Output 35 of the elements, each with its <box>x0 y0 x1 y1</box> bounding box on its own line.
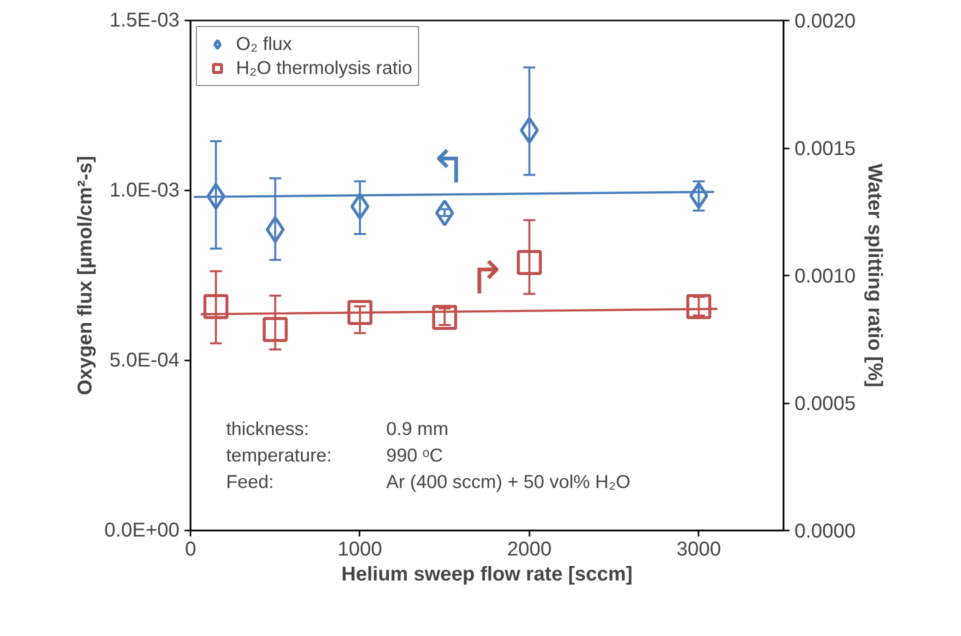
point <box>435 199 454 226</box>
y2-tick-label: 0.0020 <box>794 10 856 32</box>
point <box>520 116 539 144</box>
y-tick-label: 0.0E+00 <box>104 520 180 542</box>
y-tick-label: 5.0E-04 <box>109 350 180 372</box>
point <box>432 304 458 330</box>
point <box>689 182 708 210</box>
point <box>262 317 288 342</box>
y2-tick-label: 0.0000 <box>794 520 856 542</box>
y-tick-label: 1.5E-03 <box>109 10 180 32</box>
point <box>203 294 228 320</box>
legend-label: H₂O thermolysis ratio <box>236 57 412 79</box>
y-axis-title: Oxygen flux [µmol/cm²-s] <box>74 156 96 396</box>
y2-tick-label: 0.0010 <box>794 266 856 288</box>
point <box>266 216 285 244</box>
x-axis-title: Helium sweep flow rate [sccm] <box>341 564 633 586</box>
point <box>686 294 712 320</box>
y2-axis-title: Water splitting ratio [%] <box>864 164 886 388</box>
point <box>206 182 226 210</box>
text: temperature: 990 ᵒC <box>226 444 444 466</box>
text: Feed: Ar (400 sccm) + 50 vol% H₂O <box>226 471 630 492</box>
text: thickness: 0.9 mm <box>226 418 448 439</box>
annotation: ↱ <box>468 251 506 304</box>
y2-tick-label: 0.0015 <box>794 138 856 160</box>
legend-label: O₂ flux <box>236 33 292 55</box>
x-tick-label: 1000 <box>338 538 382 560</box>
x-tick-label: 2000 <box>507 538 552 560</box>
annotation: ↰ <box>429 140 468 194</box>
point <box>516 250 542 275</box>
point <box>347 300 372 325</box>
x-tick-label: 3000 <box>676 538 722 560</box>
x-tick-label: 0 <box>184 538 196 560</box>
y-tick-label: 1.0E-03 <box>109 180 180 202</box>
y2-tick-label: 0.0005 <box>794 393 856 415</box>
point <box>350 192 370 220</box>
